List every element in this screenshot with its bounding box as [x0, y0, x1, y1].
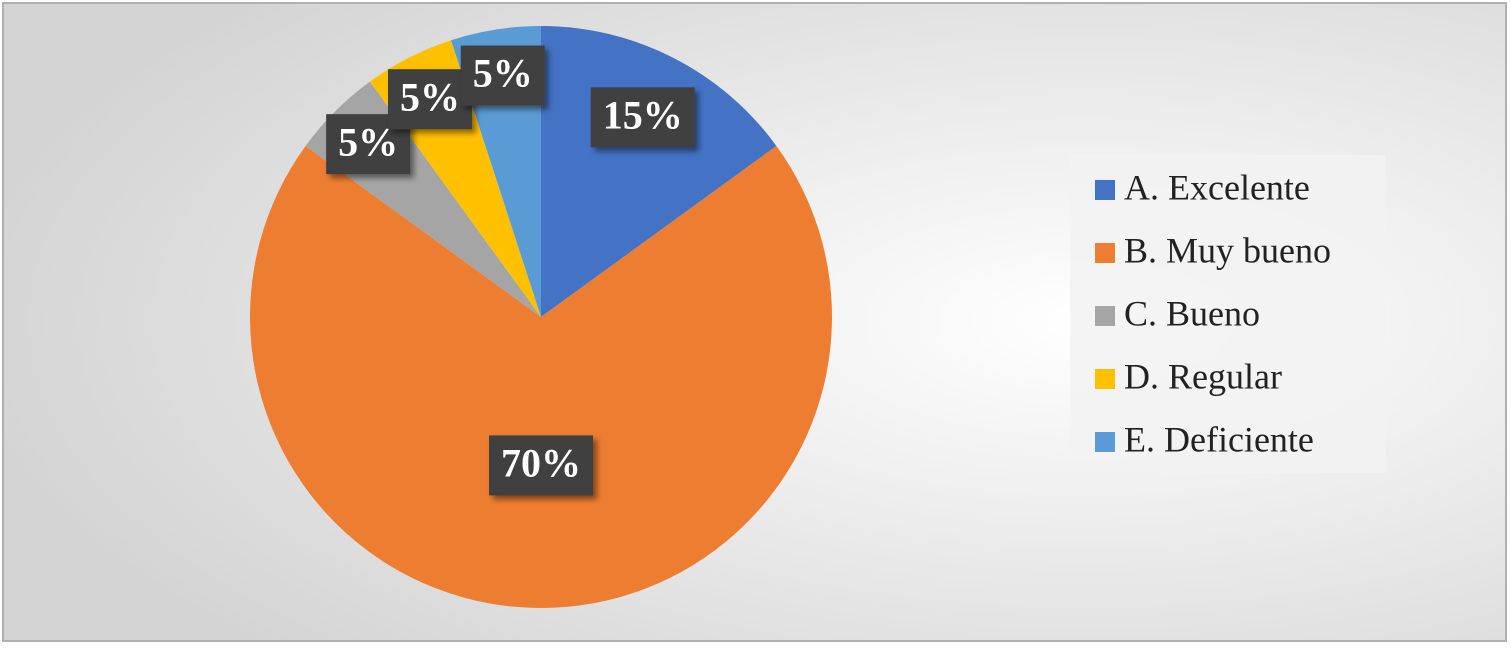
legend-label: A. Excelente	[1124, 167, 1310, 207]
data-label: 5%	[400, 74, 460, 119]
data-label-box	[388, 69, 473, 130]
pie-slice	[250, 145, 833, 609]
legend-marker	[1095, 432, 1115, 452]
data-label: 15%	[603, 93, 683, 138]
data-label-box	[590, 87, 695, 148]
legend-label: B. Muy bueno	[1124, 230, 1331, 270]
legend: A. Excelente B. Muy bueno C. Bueno D. Regul…	[1095, 167, 1331, 459]
legend-label: E. Deficiente	[1124, 419, 1314, 459]
legend-label: D. Regular	[1124, 356, 1282, 396]
pie	[250, 26, 833, 609]
data-label: 70%	[501, 441, 581, 486]
data-label: 5%	[473, 51, 533, 96]
legend-label: C. Bueno	[1124, 293, 1260, 333]
data-label-box	[489, 435, 593, 496]
legend-marker	[1095, 243, 1115, 263]
legend-marker	[1095, 369, 1115, 389]
legend-marker	[1095, 306, 1115, 326]
legend-box	[1070, 155, 1386, 473]
legend-marker	[1095, 180, 1115, 200]
data-labels: 15%70%5%5%5%	[326, 45, 695, 496]
data-label-box	[460, 45, 545, 106]
